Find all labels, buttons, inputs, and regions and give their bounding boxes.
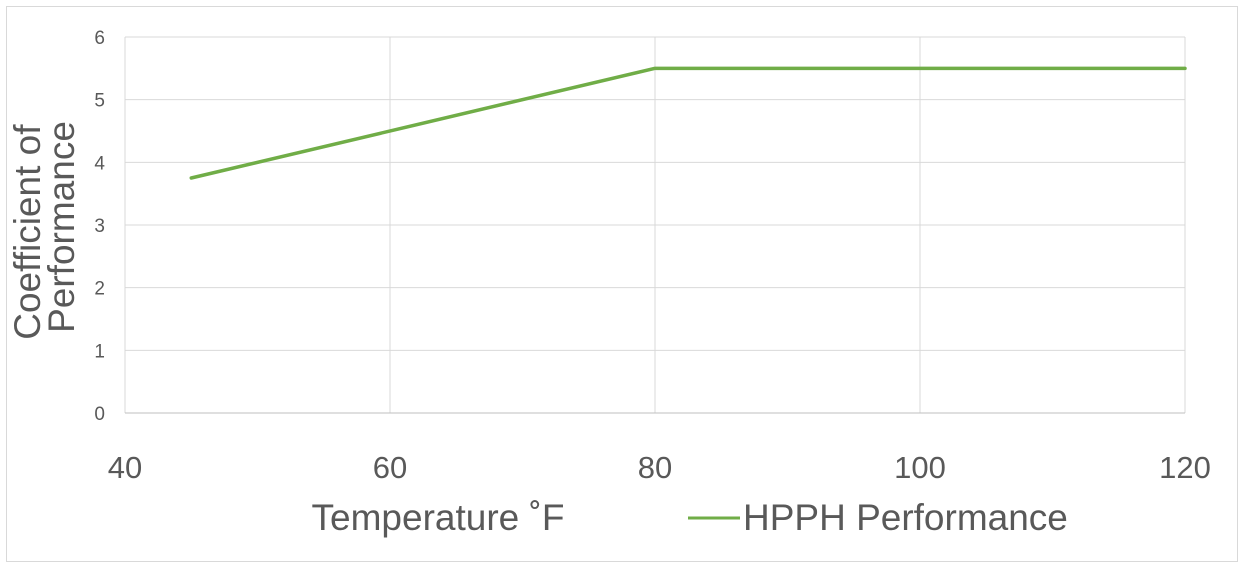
y-tick-label: 0 <box>94 404 105 425</box>
x-tick-label: 40 <box>108 450 142 485</box>
x-tick-label: 120 <box>1159 450 1211 485</box>
y-tick-label: 6 <box>94 28 105 49</box>
y-axis-title: Coefficient of Performance <box>7 114 82 340</box>
y-tick-label: 1 <box>94 341 105 362</box>
y-tick-label: 4 <box>94 153 105 174</box>
x-tick-label: 80 <box>638 450 672 485</box>
horizontal-gridlines <box>125 36 1185 414</box>
y-tick-label: 2 <box>94 279 105 300</box>
x-axis-title: Temperature ˚F <box>312 497 565 538</box>
series-lines <box>189 66 1187 180</box>
y-axis-title-line-2: Performance <box>41 121 82 333</box>
series-line-hpph-performance <box>189 66 1187 180</box>
y-tick-label: 3 <box>94 216 105 237</box>
legend: HPPH Performance <box>688 497 1068 538</box>
x-axis-tick-labels: 40 60 80 100 120 <box>108 450 1211 485</box>
y-tick-label: 5 <box>94 91 105 112</box>
x-tick-label: 100 <box>894 450 946 485</box>
y-axis-tick-labels: 0 1 2 3 4 5 6 <box>94 28 105 425</box>
y-axis-title-line-1: Coefficient of <box>7 124 48 340</box>
legend-label: HPPH Performance <box>743 497 1068 538</box>
x-tick-label: 60 <box>373 450 407 485</box>
chart-frame <box>6 6 1238 562</box>
